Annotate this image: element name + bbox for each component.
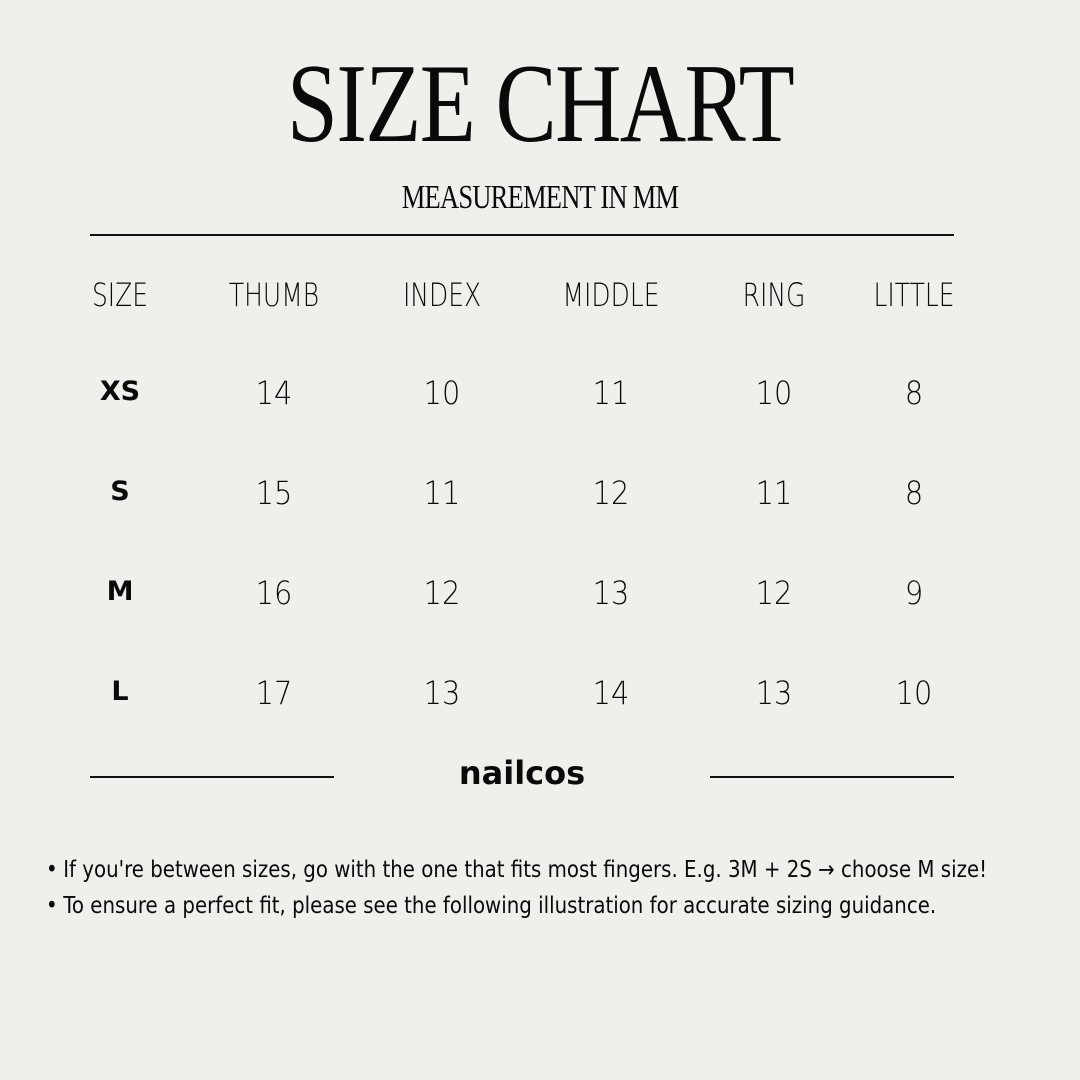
- size-label: M: [106, 576, 134, 607]
- table-cell: 16: [255, 574, 293, 612]
- notes-list: • If you're between sizes, go with the on…: [46, 852, 1080, 924]
- table-cell: 9: [904, 574, 924, 612]
- table-cell: 14: [592, 674, 630, 712]
- table-cell: 12: [592, 474, 630, 512]
- size-label: L: [111, 676, 129, 707]
- table-cell: 13: [592, 574, 630, 612]
- brand-logo: nailcos: [458, 754, 586, 792]
- column-header: RING: [742, 276, 806, 314]
- table-cell: 11: [755, 474, 793, 512]
- table-cell: 11: [592, 374, 630, 412]
- column-header: MIDDLE: [562, 276, 660, 314]
- table-cell: 13: [423, 674, 461, 712]
- page-title: SIZE CHART: [286, 42, 795, 166]
- page-subtitle: MEASUREMENT IN MM: [401, 179, 679, 216]
- table-cell: 14: [255, 374, 293, 412]
- bullet-icon: •: [46, 857, 58, 883]
- column-header: LITTLE: [873, 276, 955, 314]
- divider-top: [90, 234, 954, 236]
- column-header: INDEX: [402, 276, 482, 314]
- table-cell: 10: [895, 674, 933, 712]
- table-cell: 15: [255, 474, 293, 512]
- divider-left: [90, 776, 334, 778]
- size-label: S: [110, 476, 130, 507]
- bullet-icon: •: [46, 893, 58, 919]
- table-cell: 11: [423, 474, 461, 512]
- table-cell: 17: [255, 674, 293, 712]
- table-cell: 13: [755, 674, 793, 712]
- note-item: • To ensure a perfect fit, please see the…: [46, 888, 987, 924]
- table-cell: 10: [755, 374, 793, 412]
- column-header: SIZE: [91, 276, 149, 314]
- table-cell: 8: [904, 374, 924, 412]
- table-cell: 12: [423, 574, 461, 612]
- divider-right: [710, 776, 954, 778]
- note-item: • If you're between sizes, go with the on…: [46, 852, 987, 888]
- size-label: XS: [99, 376, 141, 407]
- table-cell: 8: [904, 474, 924, 512]
- table-cell: 12: [755, 574, 793, 612]
- column-header: THUMB: [228, 276, 320, 314]
- table-cell: 10: [423, 374, 461, 412]
